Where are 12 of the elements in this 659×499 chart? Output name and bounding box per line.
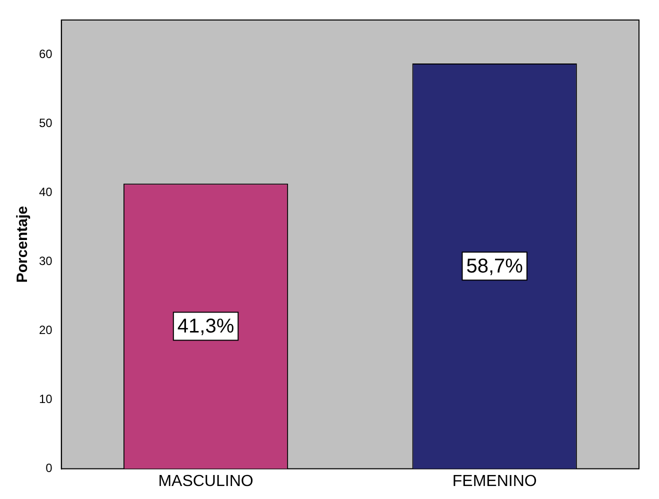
y-tick-label: 60 <box>38 46 53 61</box>
data-label: 41,3% <box>177 316 234 338</box>
y-tick-label: 0 <box>46 461 53 476</box>
x-tick-label: FEMENINO <box>452 472 537 490</box>
y-tick-label: 50 <box>38 116 53 130</box>
y-tick-label: 20 <box>38 323 53 338</box>
y-tick-label: 30 <box>38 254 53 268</box>
x-tick-label: MASCULINO <box>158 472 254 490</box>
data-label: 58,7% <box>466 256 524 278</box>
y-tick-label: 40 <box>38 184 53 199</box>
y-axis-title: Porcentaje <box>14 206 32 283</box>
y-tick-label: 10 <box>38 392 53 406</box>
